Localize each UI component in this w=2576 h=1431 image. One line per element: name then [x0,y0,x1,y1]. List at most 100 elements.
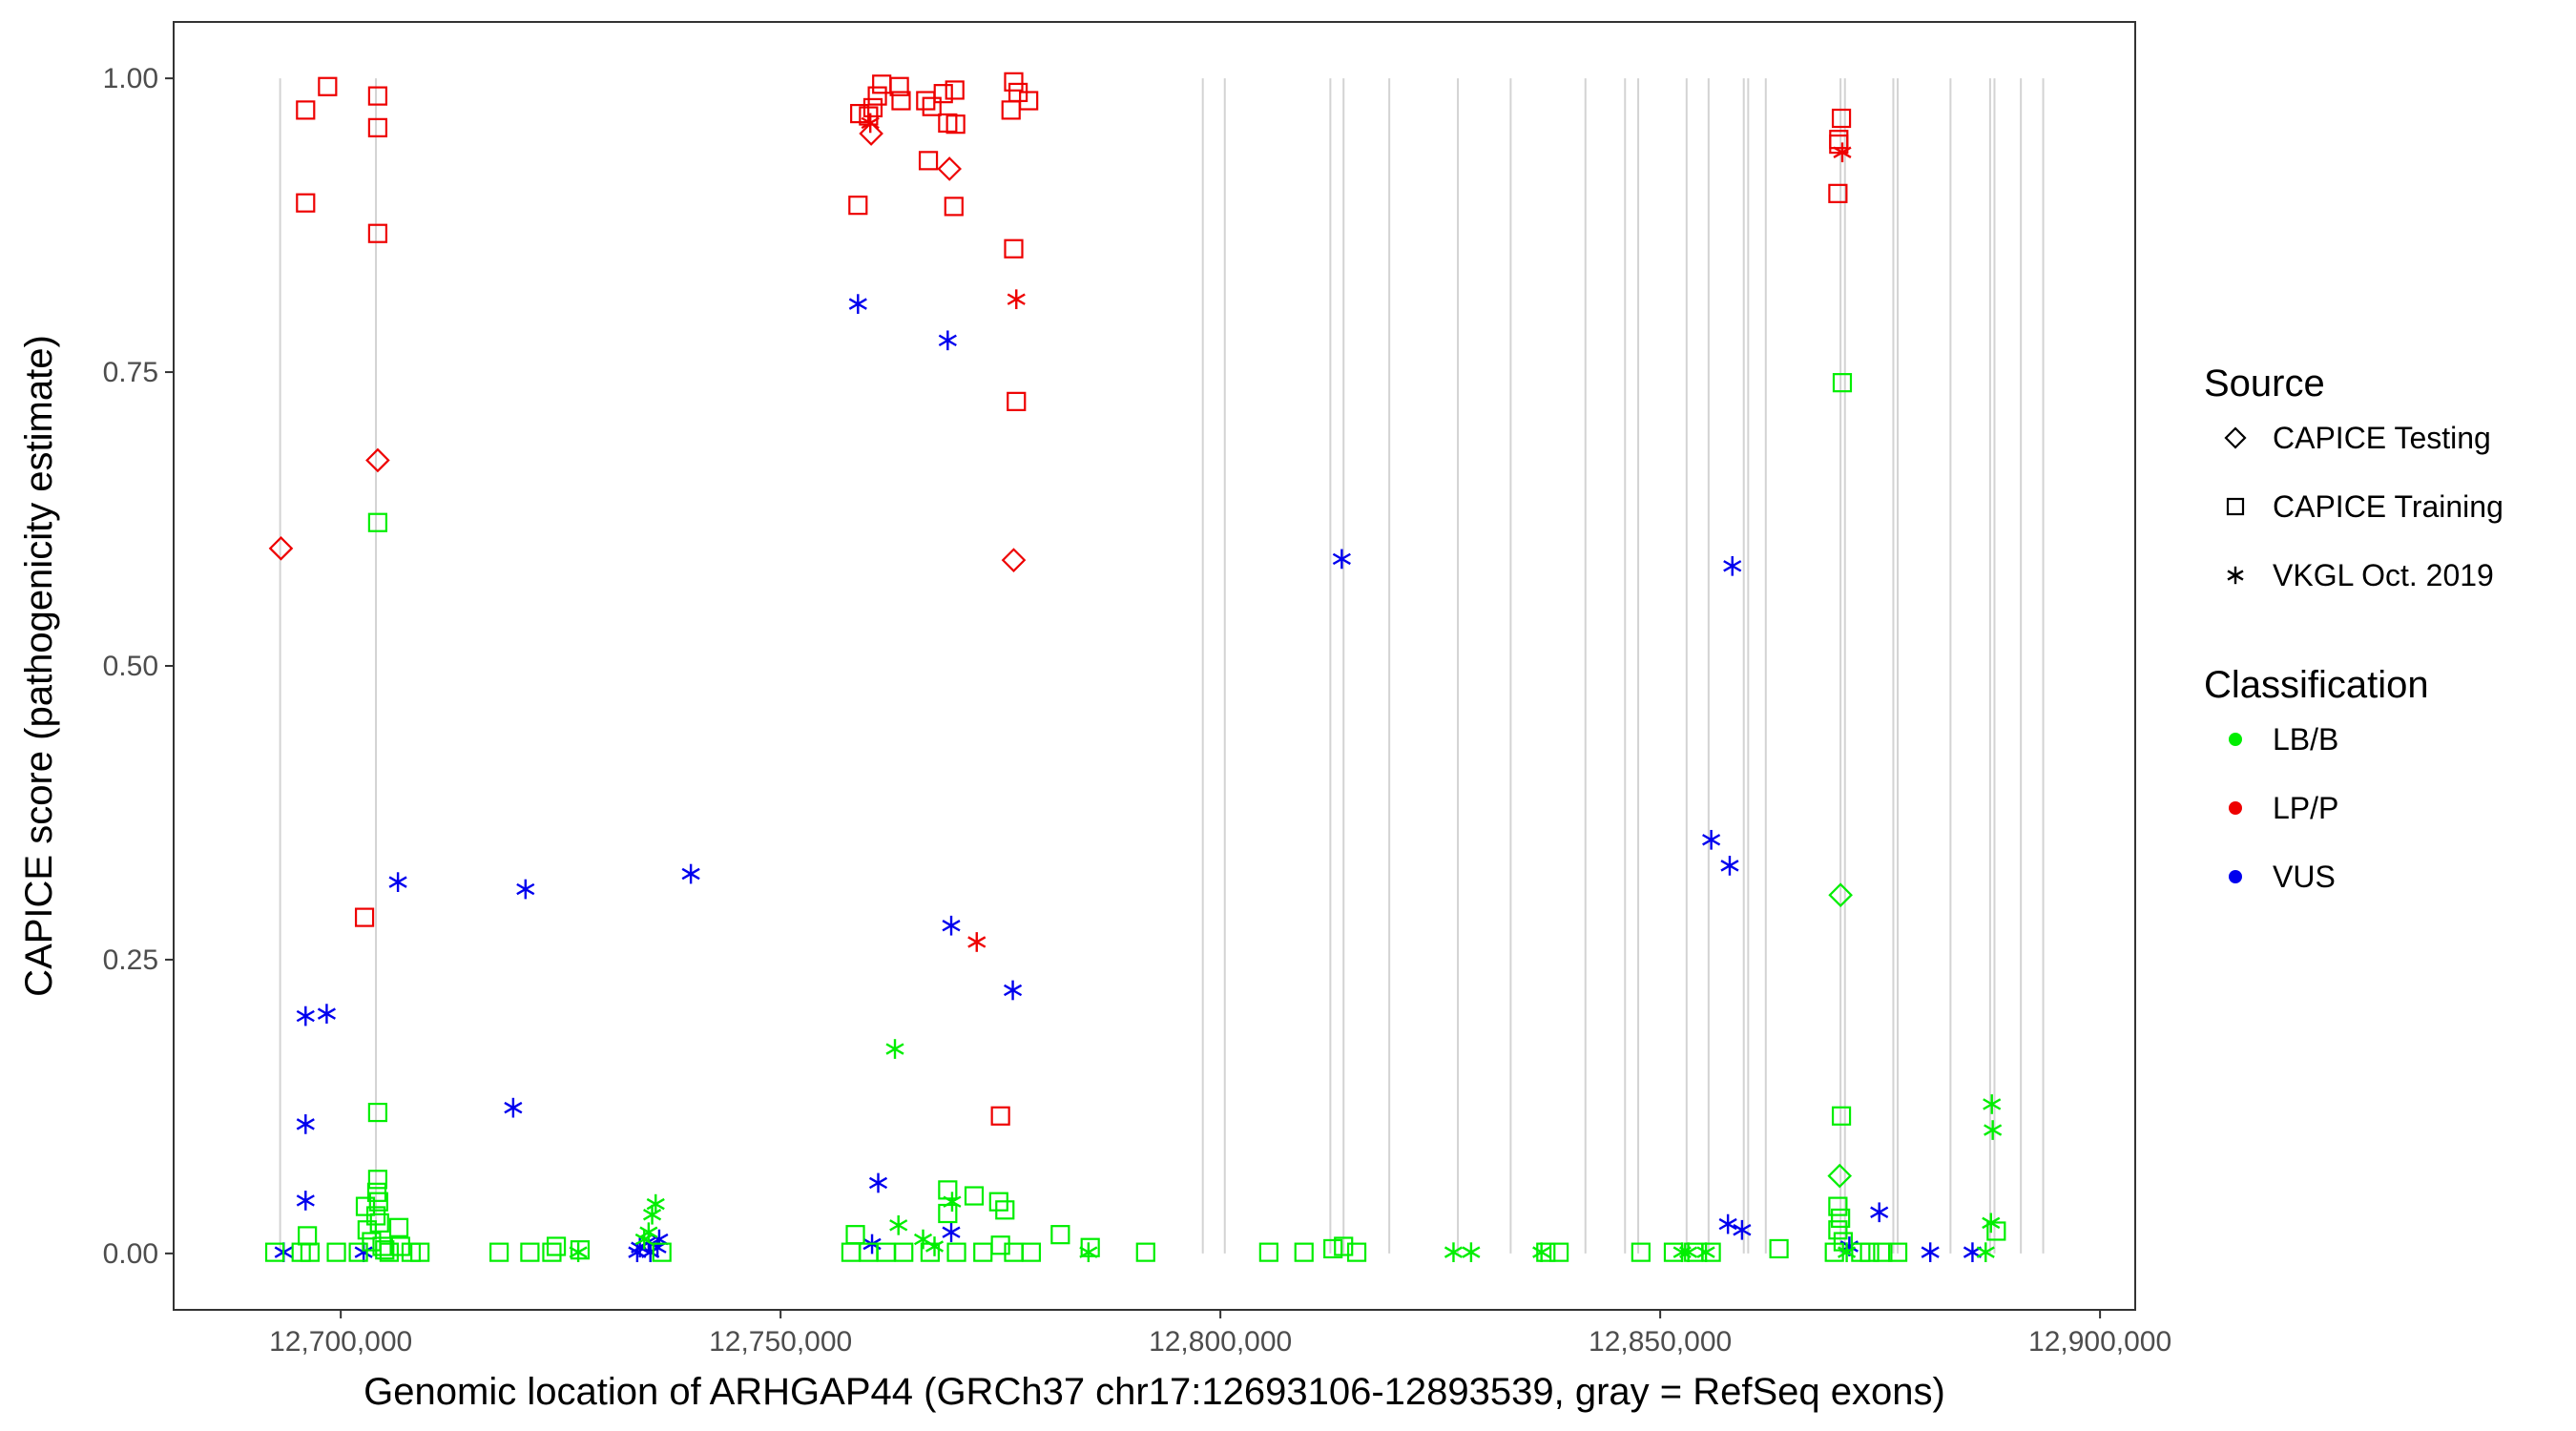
data-point-square [894,1242,914,1262]
data-point-asterisk [639,1222,658,1243]
data-points [264,72,2006,1262]
legend-key-square [2226,497,2245,516]
x-tick-label: 12,750,000 [709,1326,852,1358]
data-point-asterisk [1833,142,1852,163]
data-point-asterisk [1462,1242,1481,1262]
data-point-square [520,1242,540,1262]
data-point-diamond [937,156,962,181]
data-point-diamond [1001,548,1027,572]
data-point-square [841,1242,862,1262]
data-point-square [375,1240,395,1260]
data-point-square [298,1226,318,1246]
data-point-asterisk [885,1039,904,1059]
data-point-square [938,1180,958,1200]
data-point-asterisk [642,1204,662,1225]
data-point-square [1004,72,1024,92]
data-point-asterisk [628,1242,647,1262]
data-point-square [1873,1242,1893,1262]
data-point-square [964,1186,985,1206]
data-point-square [367,512,387,532]
data-point-asterisk [913,1229,933,1250]
data-point-asterisk [1733,1219,1752,1240]
x-axis-title: Genomic location of ARHGAP44 (GRCh37 chr… [364,1371,1945,1413]
legend-label: CAPICE Testing [2273,421,2491,455]
data-point-square [995,1200,1015,1220]
data-point-diamond [268,536,294,561]
data-point-square [367,86,387,106]
data-point-diamond [1827,1163,1853,1189]
data-point-asterisk [1702,829,1721,850]
data-point-square [318,76,338,96]
data-point-asterisk [943,1192,962,1213]
data-point-square [367,223,387,243]
data-point-square [922,96,942,116]
data-point-asterisk [848,294,867,314]
data-point-asterisk [1723,555,1742,576]
legend-title: Source [2204,363,2325,404]
y-tick-label: 1.00 [103,63,158,94]
legend-label: LB/B [2273,722,2338,757]
data-point-square [916,91,936,111]
data-point-asterisk [868,1172,888,1193]
legend-label: CAPICE Training [2273,489,2503,524]
data-point-square [1824,1242,1844,1262]
data-point-square [845,1225,865,1245]
data-point-square [867,86,887,106]
data-point-square [357,1220,377,1240]
data-point-asterisk [1007,289,1026,310]
data-point-asterisk [681,863,700,884]
x-tick-label: 12,850,000 [1589,1326,1732,1358]
data-point-square [1334,1236,1354,1256]
legend-label: VKGL Oct. 2019 [2273,558,2494,592]
data-point-square [1769,1238,1789,1259]
data-point-square [938,1203,958,1224]
legend-title: Classification [2204,664,2429,706]
data-point-asterisk [1532,1242,1551,1262]
series-vus [274,294,1982,1262]
data-point-square [990,1106,1010,1126]
data-point-square [348,1242,368,1262]
data-point-square [369,1213,389,1233]
data-point-asterisk [924,1236,945,1256]
data-point-asterisk [504,1097,523,1118]
data-point-square [1294,1242,1314,1262]
data-point-square [652,1242,672,1262]
data-point-square [946,1242,966,1262]
data-point-square [1323,1238,1343,1259]
data-point-asterisk [1696,1242,1715,1262]
legend: Source CAPICE Testing CAPICE Training VKGL … [2204,363,2503,894]
data-point-square [542,1242,562,1262]
y-tick-label: 0.75 [103,357,158,388]
data-point-asterisk [1983,1094,2002,1114]
data-point-asterisk [646,1193,665,1214]
data-point-square [1832,373,1853,393]
data-point-square [296,193,316,213]
data-point-asterisk [516,879,535,900]
data-point-square [944,197,964,217]
data-point-square [945,114,966,135]
legend-key-asterisk [2227,566,2244,585]
data-point-square [368,1192,388,1212]
data-point-asterisk [296,1114,315,1134]
data-point-asterisk [967,932,987,952]
data-point-square [1986,1221,2006,1241]
y-axis: 0.00 0.25 0.50 0.75 1.00 [103,63,174,1270]
data-point-asterisk [388,872,407,892]
data-point-square [570,1240,591,1260]
data-point-square [1828,1196,1848,1216]
data-point-square [410,1242,430,1262]
y-tick-label: 0.00 [103,1238,158,1270]
data-point-square [876,1242,896,1262]
data-point-square [367,117,387,137]
data-point-square [1828,1220,1848,1240]
data-point-asterisk [889,1214,908,1235]
data-point-square [1828,183,1848,203]
data-point-square [1258,1242,1278,1262]
data-point-asterisk [1718,1213,1737,1234]
y-tick-label: 0.25 [103,944,158,976]
legend-key-dot [2229,870,2242,883]
data-point-square [933,84,953,104]
data-point-square [1549,1242,1569,1262]
data-point-square [1831,1208,1851,1229]
